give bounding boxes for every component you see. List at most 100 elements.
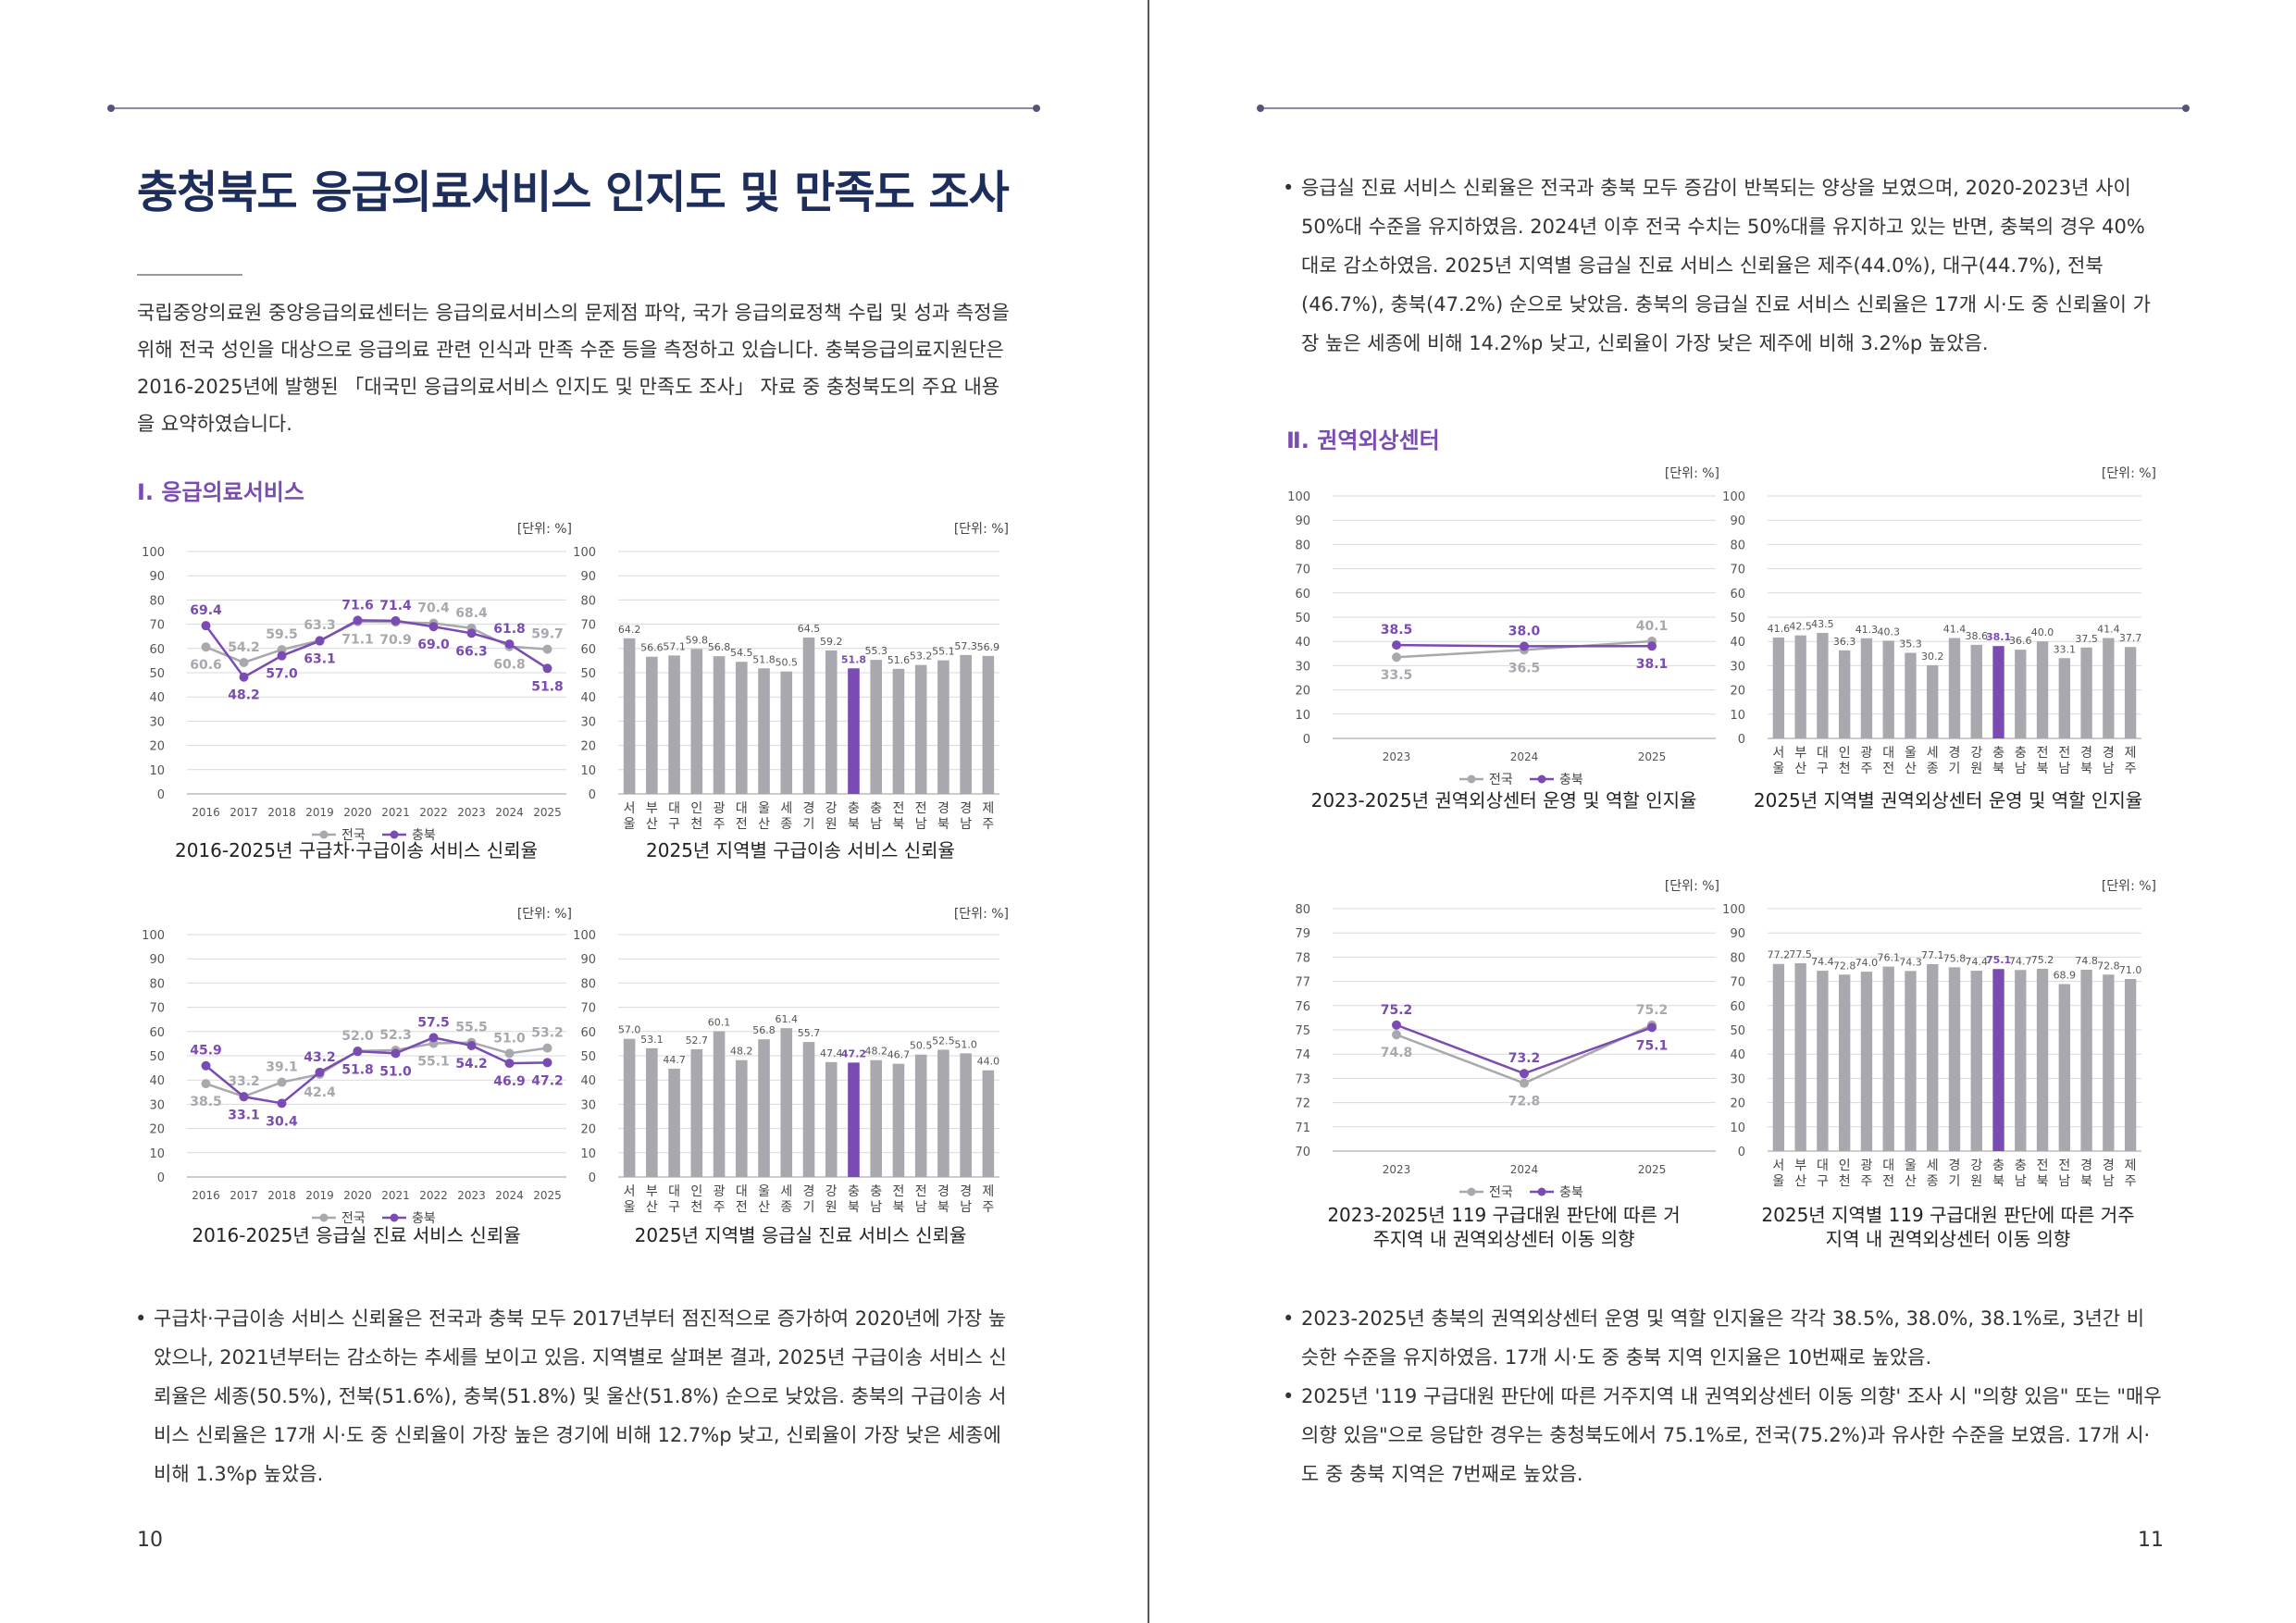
bar-경북 [937, 660, 949, 794]
x-tick-label-bottom: 전 [736, 817, 748, 832]
x-tick-label: 2025 [533, 1189, 562, 1202]
y-tick-label: 40 [580, 1074, 596, 1088]
data-label: 75.1 [1986, 954, 2011, 966]
x-tick-label-top: 광 [714, 1184, 726, 1199]
x-tick-label-bottom: 기 [803, 1200, 815, 1215]
y-tick-label: 60 [580, 1026, 596, 1040]
x-tick-label-top: 서 [624, 1184, 636, 1199]
bar-전북 [892, 1063, 905, 1177]
legend-marker [1467, 1187, 1476, 1196]
data-label: 72.8 [1508, 1095, 1541, 1109]
x-tick-label-bottom: 남 [2058, 1174, 2070, 1189]
x-tick-label-top: 세 [780, 1184, 792, 1199]
data-label: 56.8 [708, 641, 731, 653]
x-tick-label: 2020 [343, 806, 372, 819]
x-tick-label-top: 경 [803, 801, 815, 816]
bar-부산 [646, 1047, 658, 1177]
x-tick-label-bottom: 주 [1860, 1174, 1872, 1189]
data-label: 75.8 [1943, 952, 1967, 964]
title-underline [137, 274, 242, 276]
data-label: 64.5 [798, 623, 821, 635]
x-tick-label-top: 경 [2080, 746, 2092, 761]
x-tick-label-top: 강 [1970, 1158, 1982, 1173]
data-label: 45.9 [190, 1044, 222, 1059]
x-tick-label-bottom: 종 [1927, 762, 1939, 776]
x-tick-label-top: 강 [1970, 746, 1982, 761]
legend-label: 충북 [412, 828, 436, 843]
y-tick-label: 90 [149, 570, 165, 584]
page-number-right: 11 [2138, 1529, 2164, 1552]
y-tick-label: 10 [1730, 709, 1745, 723]
data-label: 46.9 [493, 1074, 526, 1089]
data-label: 41.4 [1943, 624, 1967, 636]
y-tick-label: 80 [1295, 539, 1310, 552]
data-label: 53.2 [531, 1026, 564, 1041]
y-tick-label: 0 [1303, 733, 1310, 747]
bar-서울 [1772, 638, 1785, 738]
data-label: 75.1 [1636, 1038, 1669, 1053]
bar-경기 [802, 638, 815, 794]
legend-label: 전국 [341, 828, 366, 843]
data-label: 61.4 [776, 1013, 799, 1025]
bar-제주 [2124, 978, 2137, 1151]
data-label: 51.8 [752, 653, 776, 665]
x-tick-label-bottom: 천 [690, 817, 702, 832]
data-label: 38.1 [1986, 631, 2011, 643]
data-label: 51.0 [379, 1064, 412, 1079]
data-label: 52.7 [686, 1035, 709, 1047]
data-label: 38.0 [1508, 624, 1541, 638]
x-tick-label-bottom: 남 [2015, 762, 2027, 776]
x-tick-label-top: 세 [780, 801, 792, 816]
x-tick-label-top: 전 [915, 1184, 927, 1199]
bar-전북 [2036, 968, 2049, 1151]
data-label: 55.1 [417, 1055, 450, 1070]
data-label: 75.2 [2031, 954, 2054, 966]
x-tick-label-top: 부 [1794, 1158, 1806, 1173]
legend-marker [390, 1213, 399, 1222]
y-tick-label: 50 [580, 667, 596, 681]
data-label: 42.4 [304, 1085, 336, 1100]
unit-label: [단위: %] [2102, 879, 2156, 894]
x-tick-label-top: 충 [1992, 1158, 2004, 1173]
data-point [391, 1048, 401, 1059]
x-tick-label-top: 제 [2125, 746, 2137, 761]
x-tick-label-bottom: 북 [2080, 762, 2092, 776]
x-tick-label-bottom: 원 [825, 817, 838, 832]
data-label: 77.1 [1921, 949, 1944, 961]
x-tick-label-bottom: 울 [1772, 1174, 1784, 1189]
x-tick-label-top: 부 [646, 1184, 658, 1199]
legend-marker [1467, 774, 1476, 784]
bar-전남 [914, 664, 927, 794]
x-tick-label-top: 서 [1772, 1158, 1784, 1173]
bar-부산 [646, 656, 658, 794]
y-tick-label: 100 [142, 929, 165, 943]
data-label: 48.2 [864, 1046, 887, 1058]
data-label: 57.0 [618, 1024, 641, 1036]
x-tick-label-bottom: 북 [2037, 762, 2049, 776]
x-tick-label-bottom: 기 [1949, 1174, 1961, 1189]
y-tick-label: 100 [1722, 490, 1745, 504]
x-tick-label-bottom: 종 [1927, 1174, 1939, 1189]
x-tick-label-bottom: 산 [758, 817, 770, 832]
x-tick-label-top: 제 [982, 801, 994, 816]
page-number-left: 10 [137, 1529, 163, 1552]
bar-서울 [623, 1038, 636, 1177]
y-tick-label: 76 [1295, 1000, 1310, 1014]
caption-er-region: 2025년 지역별 응급실 진료 서비스 신뢰율 [634, 1224, 967, 1246]
x-tick-label-top: 경 [2103, 746, 2115, 761]
x-tick-label-bottom: 북 [892, 817, 904, 832]
y-tick-label: 60 [149, 1026, 165, 1040]
y-tick-label: 10 [149, 1147, 165, 1161]
data-point [1520, 1069, 1529, 1079]
x-tick-label-bottom: 북 [937, 1200, 949, 1215]
data-label: 37.5 [2075, 633, 2098, 645]
y-tick-label: 70 [1295, 564, 1310, 577]
x-tick-label: 2025 [533, 806, 562, 819]
data-point [201, 1060, 211, 1071]
x-tick-label-top: 세 [1927, 1158, 1939, 1173]
y-tick-label: 77 [1295, 976, 1310, 990]
y-tick-label: 30 [1730, 1072, 1745, 1086]
x-tick-label-bottom: 천 [690, 1200, 702, 1215]
y-tick-label: 80 [580, 977, 596, 991]
